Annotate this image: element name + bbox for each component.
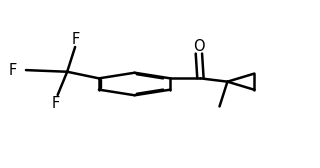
Text: O: O: [193, 39, 205, 54]
Text: F: F: [72, 32, 80, 47]
Text: F: F: [52, 96, 60, 111]
Text: F: F: [9, 63, 17, 78]
